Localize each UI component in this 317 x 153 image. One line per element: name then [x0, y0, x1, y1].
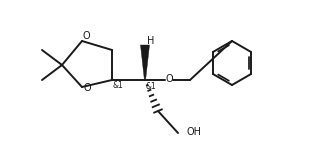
- Text: O: O: [165, 74, 173, 84]
- Text: O: O: [82, 31, 90, 41]
- Polygon shape: [140, 45, 150, 80]
- Text: OH: OH: [186, 127, 201, 137]
- Text: O: O: [83, 83, 91, 93]
- Text: &1: &1: [113, 80, 123, 90]
- Text: &1: &1: [146, 82, 156, 91]
- Text: H: H: [147, 36, 155, 46]
